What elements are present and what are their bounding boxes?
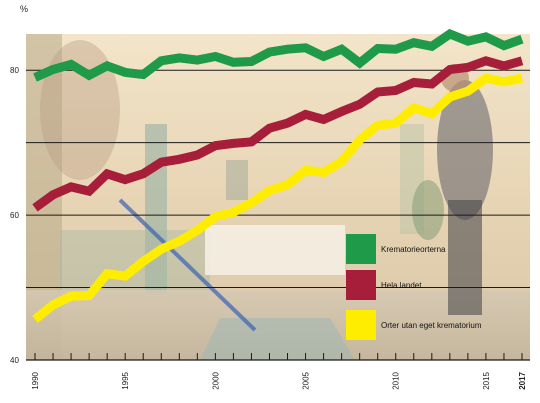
series-line-2 [32,73,523,323]
series-lines [32,28,524,323]
y-tick-label-40: 40 [10,356,19,365]
y-axis-label: % [20,4,28,14]
series-line-0 [33,28,524,82]
legend: Krematorieorterna Hela landet Orter utan e… [346,234,482,340]
x-tick-label-1995: 1995 [121,371,130,389]
x-tick-label-2010: 2010 [392,371,401,389]
x-tick-label-2017: 2017 [518,371,527,389]
legend-label-2: Orter utan eget krematorium [381,321,482,330]
series-line-1 [32,56,524,212]
x-tick-label-1990: 1990 [31,371,40,389]
y-tick-label-80: 80 [10,66,19,75]
legend-label-1: Hela landet [381,281,422,290]
background-photo [26,34,530,360]
legend-swatch-2 [346,310,376,340]
x-axis: 1990 1995 2000 2005 2010 2015 2017 [31,353,527,390]
x-tick-label-2000: 2000 [211,371,220,389]
legend-swatch-1 [346,270,376,300]
legend-swatch-0 [346,234,376,264]
y-tick-label-60: 60 [10,211,19,220]
x-tick-label-2015: 2015 [482,371,491,389]
x-tick-label-2005: 2005 [302,371,311,389]
legend-label-0: Krematorieorterna [381,245,446,254]
y-axis: 40 60 80% [10,4,28,365]
